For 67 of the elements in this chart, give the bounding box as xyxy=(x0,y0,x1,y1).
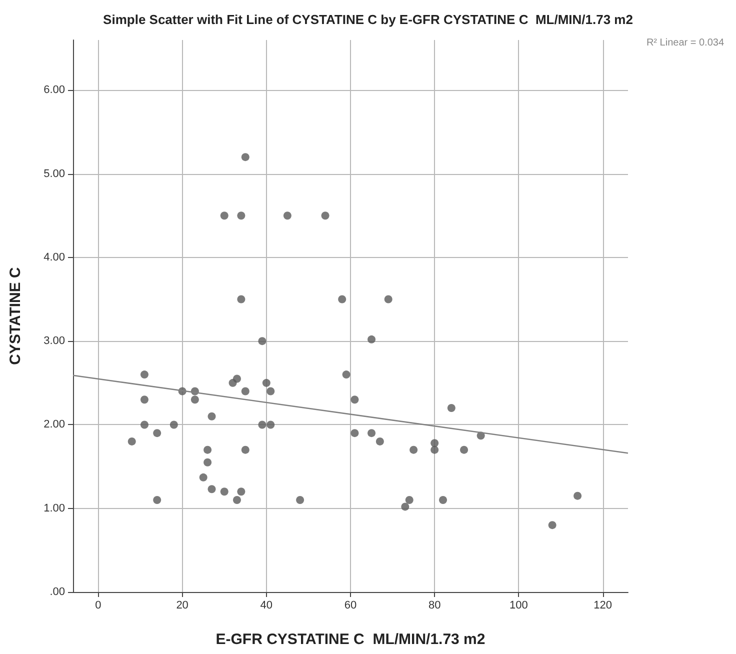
point xyxy=(296,496,304,504)
point xyxy=(208,485,216,494)
x-tick-label: 100 xyxy=(510,600,528,612)
point xyxy=(283,212,292,220)
x-tick-label: 20 xyxy=(176,600,188,612)
x-tick-label: 80 xyxy=(428,600,441,612)
point xyxy=(237,295,246,304)
point xyxy=(153,496,162,504)
point xyxy=(266,420,275,429)
point xyxy=(241,153,250,162)
point xyxy=(258,337,266,346)
point xyxy=(548,521,556,530)
point xyxy=(350,396,359,404)
point xyxy=(574,492,582,500)
point xyxy=(439,496,447,504)
point xyxy=(140,370,148,379)
y-axis-title: CYSTATINE C xyxy=(7,266,24,365)
point xyxy=(153,429,162,438)
point xyxy=(401,502,410,511)
point xyxy=(430,439,439,448)
point xyxy=(410,446,418,454)
point xyxy=(405,496,414,504)
y-tick-label: 4.00 xyxy=(44,251,65,264)
point xyxy=(140,420,148,429)
point xyxy=(342,370,350,379)
point xyxy=(232,496,241,504)
point xyxy=(190,396,199,404)
point xyxy=(262,378,270,387)
y-tick-label: 2.00 xyxy=(44,418,65,431)
point xyxy=(350,429,359,438)
y-tick-label: 5.00 xyxy=(44,168,65,180)
x-axis-title: E-GFR CYSTATINE C ML/MIN/1.73 m2 xyxy=(216,631,486,648)
point xyxy=(237,212,246,220)
point xyxy=(266,387,275,396)
x-tick-label: 120 xyxy=(594,600,612,612)
x-tick-label: 40 xyxy=(260,600,273,612)
point xyxy=(220,488,228,496)
point xyxy=(447,404,456,412)
point xyxy=(258,420,266,429)
point xyxy=(241,446,250,454)
point xyxy=(384,295,392,304)
point xyxy=(430,446,439,454)
point xyxy=(237,488,246,496)
x-tick-label: 0 xyxy=(95,600,102,612)
point xyxy=(232,374,241,383)
y-tick-label: 3.00 xyxy=(44,335,65,348)
point xyxy=(204,458,212,466)
point xyxy=(376,437,384,446)
chart-title: Simple Scatter with Fit Line of CYSTATINE C by E-GFR CYSTATINE C ML/MIN/1.73 m2 xyxy=(103,12,633,27)
point xyxy=(170,420,178,429)
point xyxy=(204,446,212,454)
point xyxy=(220,212,228,220)
point xyxy=(140,396,148,404)
point xyxy=(368,335,376,344)
point xyxy=(128,437,136,446)
y-tick-label: 1.00 xyxy=(44,502,65,514)
y-tick-label: .00 xyxy=(50,586,65,598)
point xyxy=(208,412,216,420)
x-tick-label: 60 xyxy=(344,600,357,612)
point xyxy=(368,429,376,438)
point xyxy=(321,212,330,220)
point xyxy=(460,446,468,454)
text: R² Linear = 0.034 xyxy=(646,38,724,48)
point xyxy=(241,387,250,396)
point xyxy=(338,295,346,304)
y-tick-label: 6.00 xyxy=(44,84,65,96)
point xyxy=(199,473,208,482)
